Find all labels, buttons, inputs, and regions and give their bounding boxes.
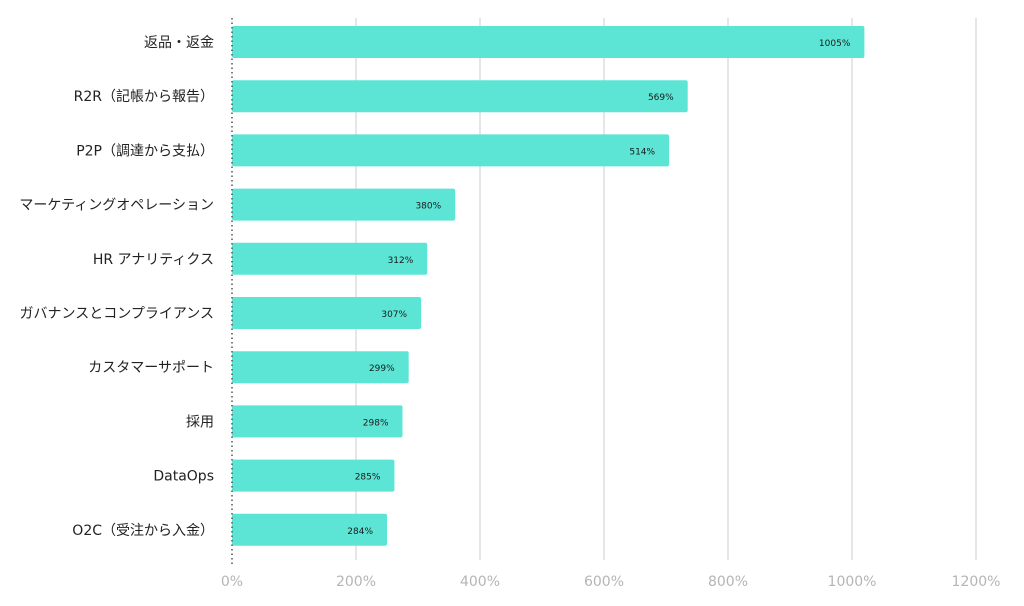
- bar-3: [232, 188, 456, 221]
- data-label-9: 284%: [347, 527, 373, 537]
- x-tick-label-5: 1000%: [828, 574, 877, 590]
- bar-7: [232, 405, 403, 438]
- category-label-4: HR アナリティクス: [93, 252, 214, 268]
- x-tick-label-4: 800%: [708, 574, 748, 590]
- category-label-7: 採用: [186, 414, 214, 430]
- axis-layer: 0% 200% 400% 600% 800% 1000% 1200%: [221, 18, 1001, 590]
- data-label-6: 299%: [369, 364, 395, 374]
- data-label-0: 1005%: [819, 39, 851, 49]
- data-label-1: 569%: [648, 93, 674, 103]
- bar-1: [232, 80, 688, 113]
- bar-2: [232, 134, 670, 167]
- category-label-9: O2C（受注から入金）: [72, 523, 214, 539]
- x-tick-label-0: 0%: [221, 574, 243, 590]
- data-label-2: 514%: [629, 147, 655, 157]
- data-label-5: 307%: [381, 310, 407, 320]
- category-label-8: DataOps: [153, 469, 214, 485]
- category-label-5: ガバナンスとコンプライアンス: [20, 306, 214, 322]
- data-label-7: 298%: [363, 418, 389, 428]
- bar-layer: [232, 26, 865, 546]
- bar-4: [232, 242, 428, 275]
- bar-8: [232, 459, 395, 492]
- x-tick-label-2: 400%: [460, 574, 500, 590]
- data-label-3: 380%: [415, 202, 441, 212]
- data-label-8: 285%: [355, 473, 381, 483]
- category-label-6: カスタマーサポート: [88, 360, 214, 376]
- x-tick-label-6: 1200%: [952, 574, 1001, 590]
- x-tick-label-1: 200%: [336, 574, 376, 590]
- bar-9: [232, 513, 387, 546]
- category-label-1: R2R（記帳から報告）: [74, 88, 214, 105]
- category-label-3: マーケティングオペレーション: [19, 198, 214, 214]
- category-label-2: P2P（調達から支払）: [76, 143, 214, 159]
- data-label-4: 312%: [388, 256, 414, 266]
- label-layer: 返品・返金 1005% R2R（記帳から報告） 569% P2P（調達から支払） 514%…: [19, 35, 850, 539]
- bar-0: [232, 26, 865, 58]
- category-label-0: 返品・返金: [144, 35, 214, 51]
- bar-6: [232, 351, 409, 384]
- bar-5: [232, 297, 422, 329]
- x-tick-label-3: 600%: [584, 574, 624, 590]
